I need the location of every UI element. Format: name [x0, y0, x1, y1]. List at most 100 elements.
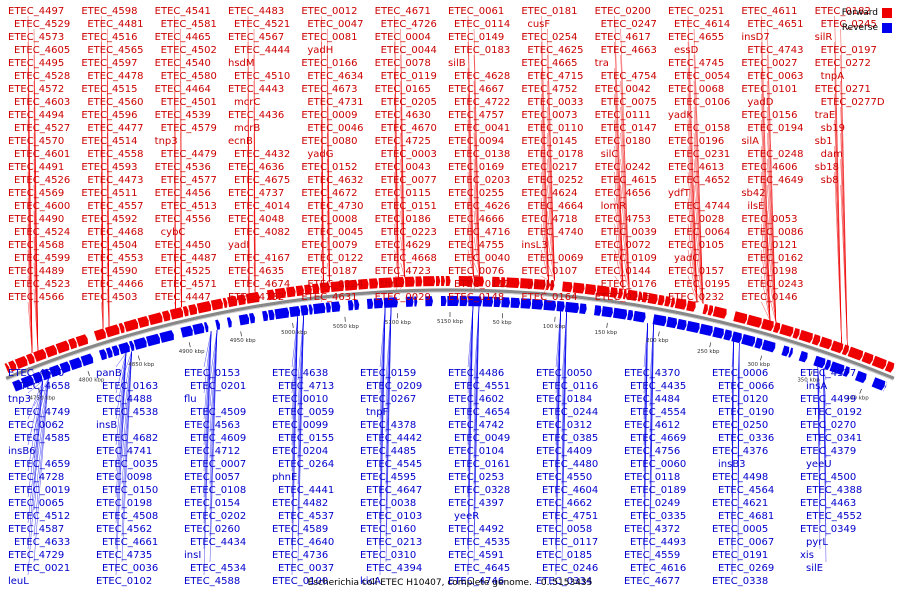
forward-gene-label[interactable]: ETEC_0029 [375, 292, 431, 303]
forward-gene-label[interactable]: ETEC_4665 [521, 58, 577, 69]
forward-gene-label[interactable]: ecnB [228, 136, 253, 147]
forward-gene-label[interactable]: ETEC_4634 [307, 71, 363, 82]
reverse-gene-label[interactable]: ETEC_0269 [718, 563, 774, 574]
reverse-gene-label[interactable]: ETEC_0160 [360, 524, 416, 535]
forward-gene-label[interactable]: ETEC_0027 [741, 58, 797, 69]
forward-gene-label[interactable]: ETEC_4656 [595, 188, 651, 199]
forward-gene-label[interactable]: ETEC_4605 [14, 45, 70, 56]
forward-gene-label[interactable]: ETEC_4082 [234, 227, 290, 238]
forward-gene-label[interactable]: sb19 [821, 123, 845, 134]
reverse-gene-label[interactable]: ETEC_0120 [712, 394, 768, 405]
forward-gene-label[interactable]: ETEC_0109 [601, 253, 657, 264]
reverse-gene-label[interactable]: ETEC_4661 [102, 537, 158, 548]
reverse-gene-label[interactable]: ETEC_0349 [800, 524, 856, 535]
forward-gene-label[interactable]: ETEC_0094 [448, 136, 504, 147]
forward-gene-label[interactable]: ETEC_0254 [521, 32, 577, 43]
reverse-gene-label[interactable]: ETEC_4463 [800, 498, 856, 509]
reverse-gene-label[interactable]: ETEC_0267 [360, 394, 416, 405]
reverse-gene-label[interactable]: ETEC_4585 [14, 433, 70, 444]
forward-gene-label[interactable]: ETEC_0178 [527, 149, 583, 160]
reverse-gene-label[interactable]: ETEC_4372 [624, 524, 680, 535]
reverse-gene-label[interactable]: ETEC_0159 [360, 368, 416, 379]
forward-gene-label[interactable]: ETEC_0242 [595, 162, 651, 173]
reverse-gene-label[interactable]: ETEC_4736 [272, 550, 328, 561]
forward-gene-label[interactable]: cusF [527, 19, 550, 30]
reverse-gene-label[interactable]: ETEC_4552 [806, 511, 862, 522]
forward-gene-label[interactable]: hsdM [228, 58, 255, 69]
reverse-gene-label[interactable]: ETEC_0005 [712, 524, 768, 535]
reverse-gene-label[interactable]: ETEC_0057 [184, 472, 240, 483]
reverse-gene-label[interactable]: yeeU [806, 459, 832, 470]
forward-gene-label[interactable]: ETEC_4487 [161, 253, 217, 264]
forward-gene-label[interactable]: ETEC_0114 [454, 19, 510, 30]
reverse-gene-label[interactable]: ETEC_0021 [14, 563, 70, 574]
forward-gene-label[interactable]: ETEC_4490 [8, 214, 64, 225]
reverse-gene-label[interactable]: ETEC_0264 [278, 459, 334, 470]
forward-gene-label[interactable]: ETEC_4629 [375, 240, 431, 251]
forward-gene-label[interactable]: ETEC_4513 [161, 201, 217, 212]
forward-gene-label[interactable]: ETEC_4601 [14, 149, 70, 160]
reverse-gene-label[interactable]: ETEC_0060 [630, 459, 686, 470]
forward-gene-label[interactable]: ETEC_4664 [527, 201, 583, 212]
forward-gene-label[interactable]: ETEC_4565 [87, 45, 143, 56]
reverse-gene-label[interactable]: ETEC_0037 [278, 563, 334, 574]
reverse-gene-label[interactable]: ETEC_4545 [366, 459, 422, 470]
forward-gene-label[interactable]: ETEC_0152 [301, 162, 357, 173]
forward-gene-label[interactable]: silC [601, 149, 619, 160]
forward-gene-label[interactable]: yadK [668, 110, 693, 121]
forward-gene-label[interactable]: ETEC_4649 [747, 175, 803, 186]
forward-gene-label[interactable]: ETEC_0195 [674, 279, 730, 290]
reverse-gene-label[interactable]: ETEC_0007 [190, 459, 246, 470]
forward-gene-label[interactable]: ETEC_4725 [375, 136, 431, 147]
forward-gene-label[interactable]: ETEC_0138 [454, 149, 510, 160]
reverse-gene-label[interactable]: ETEC_4746 [448, 576, 504, 587]
forward-gene-label[interactable]: ETEC_4722 [454, 97, 510, 108]
forward-gene-label[interactable]: ETEC_0112 [454, 279, 510, 290]
reverse-gene-label[interactable]: ETEC_0067 [718, 537, 774, 548]
forward-gene-label[interactable]: ETEC_4628 [454, 71, 510, 82]
forward-gene-label[interactable]: ETEC_0046 [307, 123, 363, 134]
forward-gene-label[interactable]: ETEC_4167 [234, 253, 290, 264]
reverse-gene-label[interactable]: ETEC_0260 [184, 524, 240, 535]
forward-gene-label[interactable]: ETEC_0045 [307, 227, 363, 238]
forward-gene-label[interactable]: ETEC_4718 [521, 214, 577, 225]
reverse-gene-label[interactable]: ETEC_0102 [96, 576, 152, 587]
reverse-gene-label[interactable]: ETEC_4587 [8, 524, 64, 535]
forward-gene-label[interactable]: ETEC_0243 [747, 279, 803, 290]
forward-gene-label[interactable]: ETEC_0169 [448, 162, 504, 173]
reverse-gene-label[interactable]: ETEC_4442 [366, 433, 422, 444]
forward-gene-label[interactable]: ETEC_0044 [381, 45, 437, 56]
forward-gene-label[interactable]: ETEC_4635 [228, 266, 284, 277]
forward-gene-label[interactable]: ETEC_4558 [87, 149, 143, 160]
forward-gene-label[interactable]: ETEC_4624 [521, 188, 577, 199]
forward-gene-label[interactable]: thrL [381, 279, 401, 290]
reverse-gene-label[interactable]: ETEC_0184 [536, 394, 592, 405]
reverse-gene-label[interactable]: ETEC_4621 [712, 498, 768, 509]
reverse-gene-label[interactable]: ETEC_0385 [542, 433, 598, 444]
forward-gene-label[interactable]: sb8 [821, 175, 839, 186]
reverse-gene-label[interactable]: ETEC_4397 [448, 498, 504, 509]
reverse-gene-label[interactable]: ETEC_0103 [366, 511, 422, 522]
forward-gene-label[interactable]: ETEC_4525 [155, 266, 211, 277]
forward-gene-label[interactable]: ETEC_0069 [527, 253, 583, 264]
forward-gene-label[interactable]: ETEC_0251 [668, 6, 724, 17]
reverse-gene-label[interactable]: ETEC_0163 [102, 381, 158, 392]
forward-gene-label[interactable]: ETEC_0181 [521, 6, 577, 17]
reverse-gene-label[interactable]: ETEC_4681 [718, 511, 774, 522]
reverse-gene-label[interactable]: ETEC_4550 [536, 472, 592, 483]
forward-gene-label[interactable]: ETEC_4571 [161, 279, 217, 290]
forward-gene-label[interactable]: ETEC_4671 [375, 6, 431, 17]
forward-gene-label[interactable]: ETEC_0039 [601, 227, 657, 238]
reverse-gene-label[interactable]: ETEC_0190 [718, 407, 774, 418]
forward-gene-label[interactable]: ETEC_4450 [155, 240, 211, 251]
reverse-gene-label[interactable]: ETEC_4378 [360, 420, 416, 431]
reverse-gene-label[interactable]: insA [806, 381, 827, 392]
reverse-gene-label[interactable]: ETEC_4741 [96, 446, 152, 457]
reverse-gene-label[interactable]: ETEC_0191 [712, 550, 768, 561]
forward-gene-label[interactable]: ETEC_0040 [454, 253, 510, 264]
reverse-gene-label[interactable]: ETEC_4591 [448, 550, 504, 561]
forward-gene-label[interactable]: yadM [527, 279, 554, 290]
reverse-gene-label[interactable]: ETEC_0036 [102, 563, 158, 574]
forward-gene-label[interactable]: ETEC_4557 [87, 201, 143, 212]
reverse-gene-label[interactable]: ETEC_4602 [448, 394, 504, 405]
